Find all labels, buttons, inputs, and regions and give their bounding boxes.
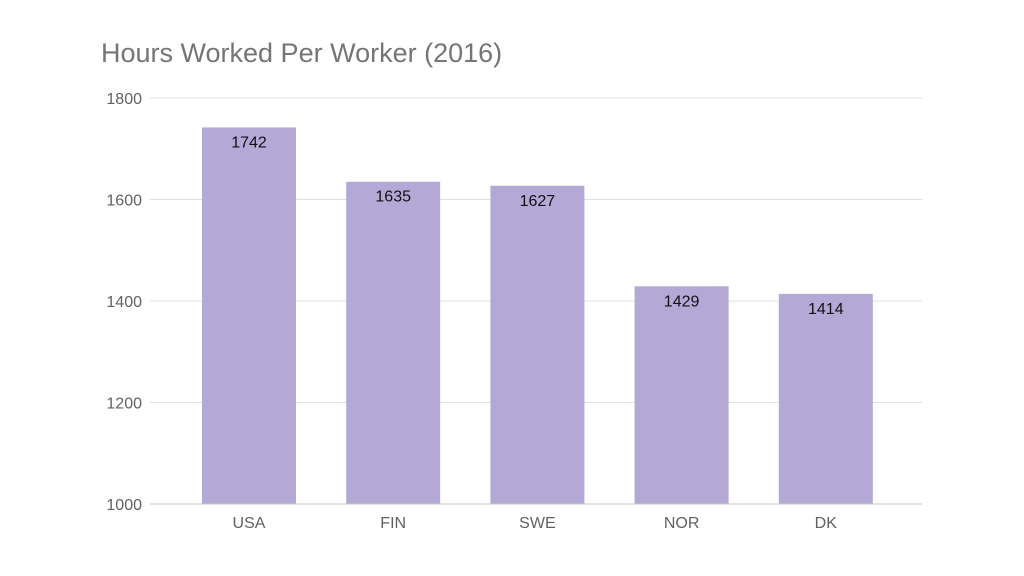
data-label-swe: 1627 [520, 193, 556, 210]
x-tick-label-usa: USA [233, 515, 266, 532]
y-tick-label: 1000 [106, 497, 142, 514]
x-tick-label-swe: SWE [519, 515, 555, 532]
data-label-nor: 1429 [664, 293, 700, 310]
y-tick-label: 1200 [106, 396, 142, 413]
bars [150, 127, 922, 505]
chart-title: Hours Worked Per Worker (2016) [101, 38, 503, 68]
x-tick-label-dk: DK [815, 515, 838, 532]
data-label-usa: 1742 [231, 134, 267, 151]
data-labels: 1742 1635 1627 1429 1414 [231, 134, 843, 317]
bar-swe [490, 185, 585, 505]
x-tick-label-fin: FIN [380, 515, 406, 532]
bar-nor [634, 286, 729, 504]
bar-usa [202, 127, 296, 504]
y-tick-label: 1600 [106, 193, 142, 210]
data-label-fin: 1635 [375, 189, 411, 206]
y-axis-ticks: 1000 1200 1400 1600 1800 [106, 91, 142, 514]
y-tick-label: 1800 [106, 91, 142, 108]
data-label-dk: 1414 [808, 301, 844, 318]
x-tick-label-nor: NOR [664, 515, 700, 532]
x-axis-ticks: USA FIN SWE NOR DK [233, 515, 838, 532]
y-tick-label: 1400 [106, 294, 142, 311]
bar-dk [778, 293, 873, 504]
bar-fin [346, 181, 441, 505]
